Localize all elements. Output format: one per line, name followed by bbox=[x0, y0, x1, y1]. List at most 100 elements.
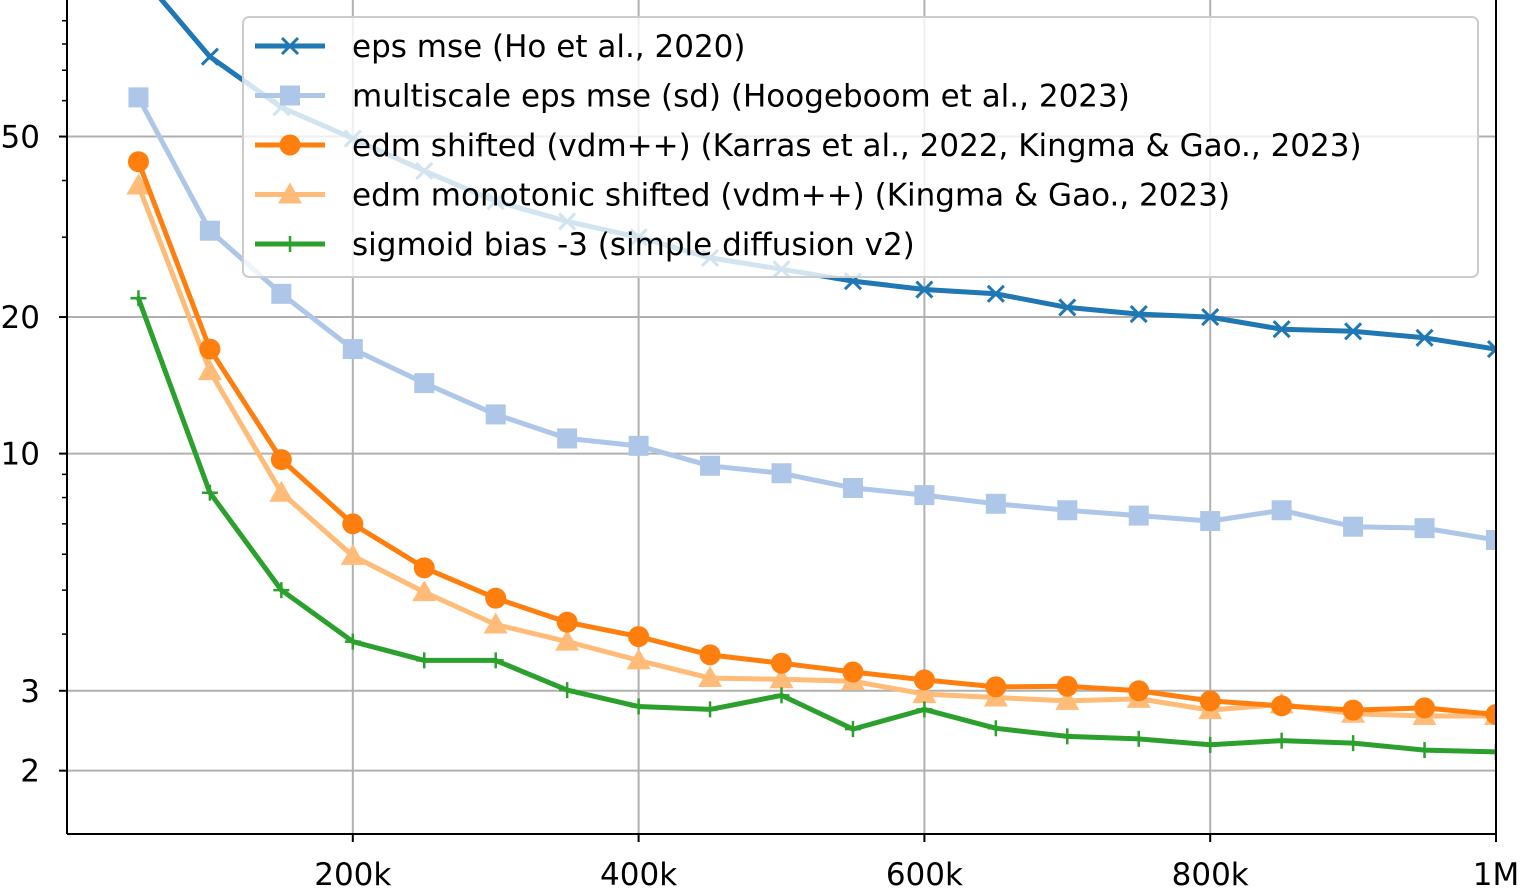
series-5 bbox=[130, 290, 1496, 760]
data-point bbox=[342, 339, 363, 360]
data-point bbox=[1199, 690, 1221, 712]
data-point bbox=[1488, 743, 1496, 760]
data-point bbox=[1201, 307, 1220, 327]
data-point bbox=[413, 557, 435, 579]
data-point bbox=[1058, 298, 1077, 317]
data-point bbox=[769, 667, 794, 689]
data-point bbox=[987, 720, 1004, 737]
data-point bbox=[1486, 529, 1496, 550]
data-point bbox=[913, 669, 935, 691]
data-point bbox=[201, 484, 218, 501]
data-point bbox=[842, 477, 863, 498]
data-point bbox=[273, 582, 290, 599]
data-point bbox=[771, 652, 792, 674]
legend-item: eps mse (Ho et al., 2020) bbox=[255, 29, 746, 65]
data-point bbox=[269, 480, 294, 502]
data-point bbox=[985, 493, 1006, 514]
data-point bbox=[1055, 688, 1080, 710]
legend-marker bbox=[280, 36, 300, 56]
data-point bbox=[270, 449, 292, 471]
legend-item: edm monotonic shifted (vdm++) (Kingma & … bbox=[255, 178, 1230, 214]
data-point bbox=[340, 543, 365, 565]
data-point bbox=[1342, 699, 1364, 721]
series-3 bbox=[127, 151, 1496, 725]
data-point bbox=[914, 485, 935, 506]
y-tick-label: 3 bbox=[20, 674, 40, 710]
data-point bbox=[986, 284, 1005, 303]
x-tick-label: 200k bbox=[314, 857, 391, 892]
data-point bbox=[1059, 728, 1076, 745]
data-point bbox=[1486, 340, 1496, 359]
data-point bbox=[1345, 735, 1362, 752]
data-point bbox=[702, 701, 719, 718]
legend-item: edm shifted (vdm++) (Karras et al., 2022… bbox=[255, 128, 1362, 164]
data-point bbox=[271, 283, 292, 304]
legend-label: eps mse (Ho et al., 2020) bbox=[352, 29, 746, 65]
y-tick-label: 50 bbox=[1, 120, 40, 156]
x-tick-label: 600k bbox=[886, 857, 963, 892]
data-point bbox=[1415, 328, 1434, 347]
data-point bbox=[626, 648, 651, 670]
legend-label: sigmoid bias -3 (simple diffusion v2) bbox=[352, 227, 915, 263]
data-point bbox=[844, 721, 861, 738]
data-point bbox=[1344, 322, 1363, 341]
series-line bbox=[135, 94, 1496, 543]
data-point bbox=[912, 682, 937, 704]
data-point bbox=[1202, 736, 1219, 753]
data-point bbox=[628, 435, 649, 456]
data-point bbox=[485, 587, 507, 609]
legend-item: multiscale eps mse (sd) (Hoogeboom et al… bbox=[255, 79, 1130, 115]
data-point bbox=[698, 666, 723, 688]
data-point bbox=[412, 580, 437, 602]
data-point bbox=[1416, 742, 1433, 759]
legend-label: edm shifted (vdm++) (Karras et al., 2022… bbox=[352, 128, 1362, 164]
data-point bbox=[127, 151, 149, 173]
data-point bbox=[1056, 675, 1078, 697]
data-point bbox=[1128, 680, 1150, 702]
data-point bbox=[128, 87, 149, 108]
data-point bbox=[630, 698, 647, 715]
data-point bbox=[842, 661, 864, 683]
data-point bbox=[559, 682, 576, 699]
data-point bbox=[199, 220, 220, 241]
data-point bbox=[555, 629, 580, 651]
data-point bbox=[699, 644, 721, 666]
data-point bbox=[628, 626, 650, 648]
series-line bbox=[135, 295, 1496, 755]
data-point bbox=[700, 455, 721, 476]
data-point bbox=[1271, 695, 1293, 717]
legend-marker bbox=[279, 134, 301, 156]
data-point bbox=[1414, 697, 1436, 719]
series-2 bbox=[128, 87, 1496, 550]
legend-marker bbox=[282, 236, 298, 252]
data-point bbox=[1128, 505, 1149, 526]
data-point bbox=[483, 612, 508, 634]
y-tick-label: 20 bbox=[1, 300, 40, 336]
data-point bbox=[130, 290, 147, 307]
data-point bbox=[556, 611, 578, 633]
y-tick-label: 2 bbox=[20, 754, 40, 790]
legend-item: sigmoid bias -3 (simple diffusion v2) bbox=[255, 227, 915, 263]
data-point bbox=[416, 652, 433, 669]
data-point bbox=[1485, 703, 1496, 725]
data-point bbox=[1057, 500, 1078, 521]
data-point bbox=[773, 687, 790, 704]
data-point bbox=[342, 513, 364, 535]
legend-label: edm monotonic shifted (vdm++) (Kingma & … bbox=[352, 178, 1230, 214]
data-point bbox=[1273, 732, 1290, 749]
legend: eps mse (Ho et al., 2020) multiscale eps … bbox=[242, 16, 1479, 278]
data-point bbox=[199, 338, 221, 360]
data-point bbox=[200, 47, 219, 66]
data-point bbox=[1200, 511, 1221, 532]
legend-marker bbox=[280, 85, 300, 106]
data-point bbox=[1414, 518, 1435, 539]
series-line bbox=[135, 159, 1496, 717]
data-point bbox=[1130, 730, 1147, 747]
data-point bbox=[1271, 500, 1292, 521]
x-tick-label: 800k bbox=[1172, 857, 1249, 892]
data-point bbox=[771, 463, 792, 484]
data-point bbox=[126, 173, 151, 195]
data-point bbox=[1129, 305, 1148, 324]
x-tick-label: 400k bbox=[600, 857, 677, 892]
